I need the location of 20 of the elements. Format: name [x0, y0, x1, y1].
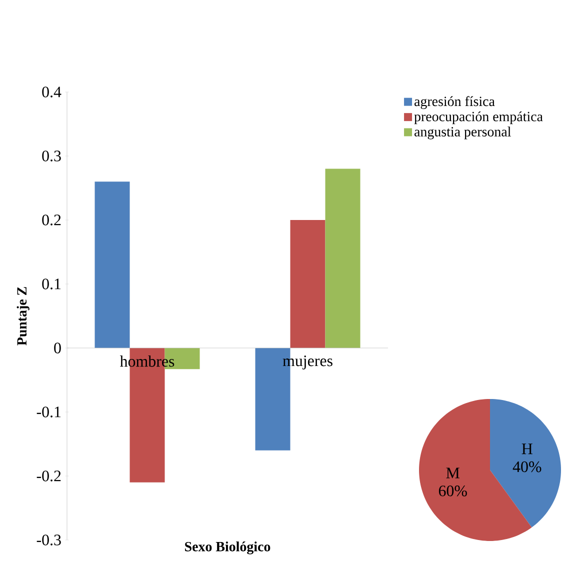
x-axis-title: Sexo Biológico: [185, 542, 270, 554]
bar: [290, 220, 326, 348]
y-tick-label: -0.2: [36, 470, 61, 482]
legend-label: agresión física: [414, 96, 495, 110]
data-label: 40%: [512, 461, 542, 472]
y-tick-label: -0.1: [36, 406, 61, 418]
y-axis-title: Puntaje Z: [16, 287, 30, 346]
bar: [325, 168, 360, 348]
y-tick-label: 0.4: [42, 86, 62, 98]
data-label: 60%: [438, 486, 467, 496]
y-tick-label: -0.3: [36, 534, 61, 546]
bar: [94, 182, 130, 348]
slice-label: M: [446, 468, 460, 478]
slice-label: H: [522, 444, 532, 454]
y-tick-label: 0.1: [42, 278, 61, 290]
legend-label: angustia personal: [414, 126, 511, 140]
y-tick-label: 0: [54, 342, 61, 354]
legend-label: preocupación empática: [414, 111, 543, 124]
y-tick-label: 0.2: [42, 214, 61, 226]
y-tick-label: 0.3: [42, 150, 61, 162]
